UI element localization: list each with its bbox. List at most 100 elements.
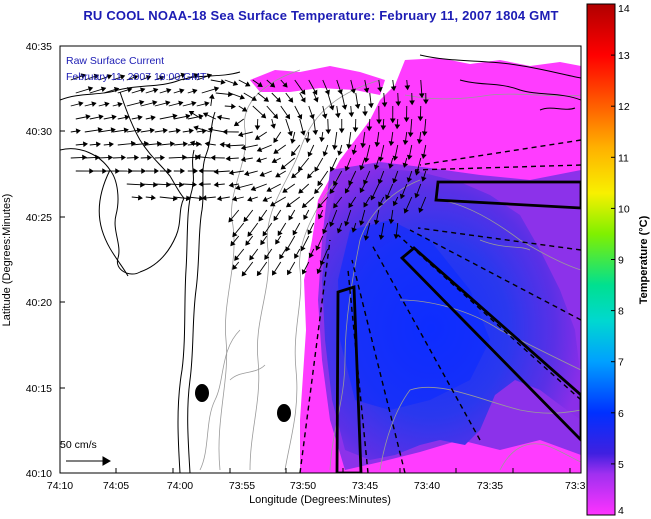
current-vector-head — [421, 131, 428, 137]
current-vector-head — [139, 99, 145, 106]
current-vector-head — [312, 130, 319, 136]
current-vector-head — [87, 86, 94, 92]
current-vector-head — [85, 114, 91, 120]
current-vector-head — [237, 131, 244, 138]
current-vector-head — [305, 138, 311, 144]
current-vector-head — [292, 229, 298, 236]
current-vector-head — [385, 194, 391, 200]
colorbar-label: 8 — [618, 306, 624, 318]
current-vector-head — [153, 181, 158, 188]
current-vector-head — [312, 89, 318, 96]
current-vector-head — [359, 220, 365, 226]
current-vector-head — [121, 154, 127, 161]
current-vector-head — [389, 118, 396, 124]
current-vector-head — [275, 97, 282, 103]
current-vector-head — [111, 114, 117, 121]
current-vector-head — [202, 112, 209, 118]
current-vector-head — [241, 106, 248, 112]
current-vector-head — [307, 173, 313, 179]
current-vector-head — [344, 220, 350, 227]
y-tick-label: 40:15 — [26, 383, 52, 395]
current-vector-head — [193, 73, 200, 79]
current-vector-head — [322, 151, 329, 157]
y-tick-label: 40:35 — [26, 41, 52, 53]
current-vector-head — [115, 168, 121, 174]
current-vector-head — [216, 114, 222, 121]
current-vector-head — [117, 101, 123, 108]
current-vector-head — [402, 140, 409, 146]
y-tick-labels: 40:35 40:30 40:25 40:20 40:15 40:10 — [26, 41, 52, 480]
current-vector-head — [394, 124, 401, 130]
current-vector-head — [316, 268, 322, 275]
current-vector-head — [282, 187, 288, 193]
current-vector-head — [393, 234, 400, 240]
current-vector-head — [141, 168, 147, 174]
current-vector-head — [225, 142, 231, 149]
map-title: RU COOL NOAA-18 Sea Surface Temperature:… — [83, 8, 559, 23]
current-vector-head — [264, 254, 270, 260]
current-vector-head — [269, 82, 276, 88]
x-tick-label: 73:50 — [290, 480, 316, 492]
current-vector-head — [301, 202, 308, 209]
current-vector-head — [98, 114, 104, 120]
current-vector-head — [406, 177, 413, 183]
current-vector-head — [351, 149, 358, 155]
current-vector-head — [344, 188, 350, 194]
current-vector-head — [421, 153, 427, 159]
current-vector-head — [402, 162, 409, 168]
x-tick-label: 73:55 — [229, 480, 255, 492]
current-vector-head — [266, 186, 272, 192]
legend-line-2: February 11, 2007 19:00 GMT — [66, 71, 207, 83]
current-vector-head — [392, 178, 398, 184]
current-vector-head — [158, 75, 165, 81]
current-vector-head — [270, 123, 276, 129]
current-vector-head — [366, 126, 373, 132]
colorbar-label: 4 — [618, 505, 624, 517]
current-vector-head — [220, 79, 226, 85]
current-vector-head — [245, 240, 251, 246]
current-vector-head — [213, 181, 219, 188]
x-axis-title: Longitude (Degrees:Minutes) — [249, 494, 391, 506]
current-vector-head — [290, 150, 297, 157]
current-vector-head — [329, 188, 335, 194]
current-vector-head — [262, 196, 268, 202]
current-vector-head — [208, 93, 215, 99]
current-vector-head — [108, 141, 114, 148]
current-vector-head — [247, 231, 253, 237]
current-vector-head — [232, 80, 239, 86]
colorbar-ticks — [611, 3, 615, 516]
current-vector-head — [204, 101, 210, 107]
current-vector-head — [262, 230, 268, 237]
current-vector-head — [300, 130, 306, 136]
current-vector-head — [123, 127, 129, 134]
current-vector-head — [95, 154, 101, 161]
current-vector-head — [193, 125, 199, 131]
colorbar-title: Temperature (°C) — [638, 215, 650, 304]
current-vector-head — [240, 144, 247, 151]
current-vector-head — [317, 202, 323, 209]
current-vector-head — [137, 194, 143, 201]
current-vector-head — [179, 88, 185, 94]
current-vector-head — [409, 100, 415, 106]
current-vector-head — [324, 89, 330, 95]
current-vector-head — [156, 141, 162, 147]
current-vector-head — [399, 193, 406, 200]
current-vector-head — [313, 96, 319, 103]
current-vector-head — [251, 95, 257, 101]
current-vector-head — [319, 137, 325, 143]
current-vector-head — [93, 73, 100, 80]
current-vector-head — [351, 227, 357, 233]
current-vector-head — [97, 127, 103, 133]
current-vector-head — [273, 137, 279, 144]
current-vector-head — [213, 86, 220, 92]
current-vector-head — [271, 157, 278, 164]
x-tick-label: 74:00 — [167, 480, 193, 492]
current-vector-head — [185, 195, 191, 202]
current-vector-head — [363, 179, 369, 186]
current-vector-head — [244, 81, 251, 87]
current-vector-head — [294, 253, 300, 259]
current-vector-head — [182, 141, 188, 147]
current-vector-head — [370, 194, 376, 201]
current-vector-head — [232, 231, 238, 238]
